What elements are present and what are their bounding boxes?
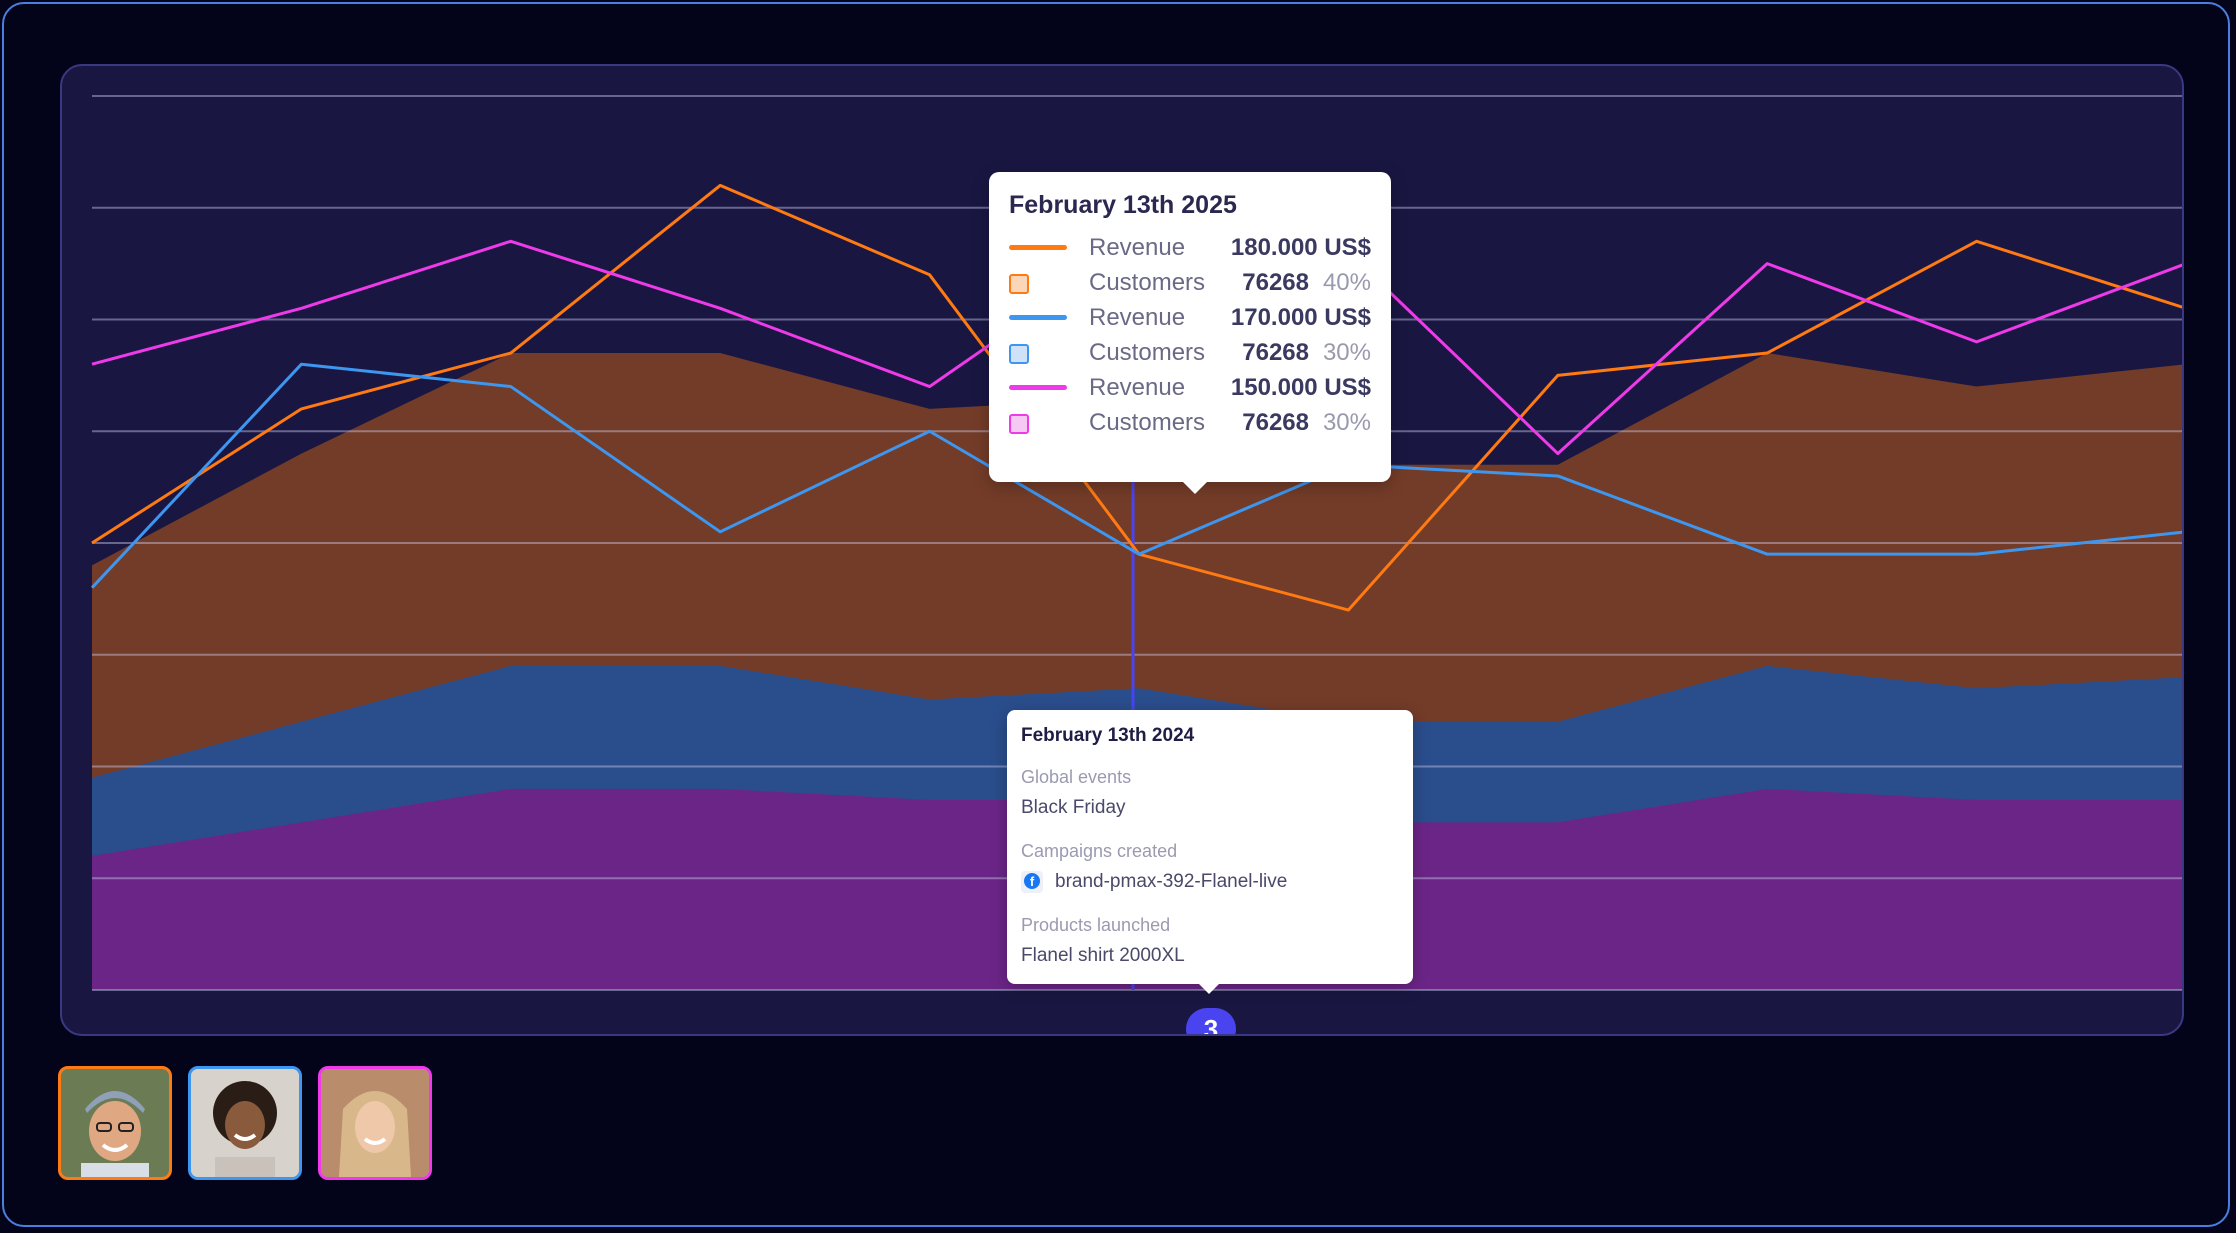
- customers-label: Customers: [1089, 339, 1206, 366]
- customers-value: 76268: [1242, 269, 1309, 296]
- revenue-label: Revenue: [1089, 304, 1186, 331]
- campaign-item[interactable]: brand-pmax-392-Flanel-live: [1021, 870, 1399, 894]
- avatar-man-cap[interactable]: [58, 1066, 172, 1180]
- revenue-value: 150.000 US$: [1230, 374, 1371, 401]
- customers-percent: 40%: [1322, 269, 1371, 296]
- events-date: February 13th 2024: [1021, 725, 1195, 746]
- products-label: Products launched: [1021, 915, 1171, 935]
- revenue-line-1[interactable]: [90, 362, 2184, 589]
- customers-label: Customers: [1089, 409, 1206, 436]
- customers-percent: 30%: [1322, 339, 1371, 366]
- chart-panel: February 13th 2025 Revenue 180.000 US$ Cus…: [60, 64, 2184, 1036]
- tooltip-customers-row: Customers 76268 40%: [1009, 265, 1371, 300]
- campaigns-label: Campaigns created: [1021, 841, 1178, 861]
- avatar-woman-curly[interactable]: [188, 1066, 302, 1180]
- area-legend-swatch: [1009, 414, 1029, 434]
- customers-value: 76268: [1242, 409, 1309, 436]
- line-legend-swatch: [1009, 315, 1067, 320]
- avatar-woman-blonde[interactable]: [318, 1066, 432, 1180]
- metrics-tooltip: February 13th 2025 Revenue 180.000 US$ Cus…: [989, 172, 1391, 494]
- line-legend-swatch: [1009, 245, 1067, 250]
- facebook-icon: [1021, 871, 1043, 893]
- tooltip-revenue-row: Revenue 170.000 US$: [1009, 300, 1371, 335]
- events-tooltip: February 13th 2024 Global events Black F…: [1007, 710, 1413, 994]
- revenue-label: Revenue: [1089, 374, 1186, 401]
- global-events-label: Global events: [1021, 767, 1132, 787]
- tooltip-date: February 13th 2025: [1009, 191, 1237, 219]
- products-value: Flanel shirt 2000XL: [1021, 945, 1185, 966]
- customers-value: 76268: [1242, 339, 1309, 366]
- revenue-label: Revenue: [1089, 234, 1186, 261]
- tooltip-revenue-row: Revenue 180.000 US$: [1009, 230, 1371, 265]
- global-events-value: Black Friday: [1021, 797, 1126, 818]
- revenue-value: 180.000 US$: [1230, 234, 1371, 261]
- campaign-name[interactable]: brand-pmax-392-Flanel-live: [1055, 871, 1288, 892]
- event-marker-badge[interactable]: 3: [1186, 1008, 1236, 1034]
- customers-label: Customers: [1089, 269, 1206, 296]
- revenue-value: 170.000 US$: [1230, 304, 1371, 331]
- line-legend-swatch: [1009, 385, 1067, 390]
- tooltip-revenue-row: Revenue 150.000 US$: [1009, 370, 1371, 405]
- customers-percent: 30%: [1322, 409, 1371, 436]
- area-legend-swatch: [1009, 344, 1029, 364]
- area-legend-swatch: [1009, 274, 1029, 294]
- tooltip-customers-row: Customers 76268 30%: [1009, 405, 1371, 440]
- tooltip-customers-row: Customers 76268 30%: [1009, 335, 1371, 370]
